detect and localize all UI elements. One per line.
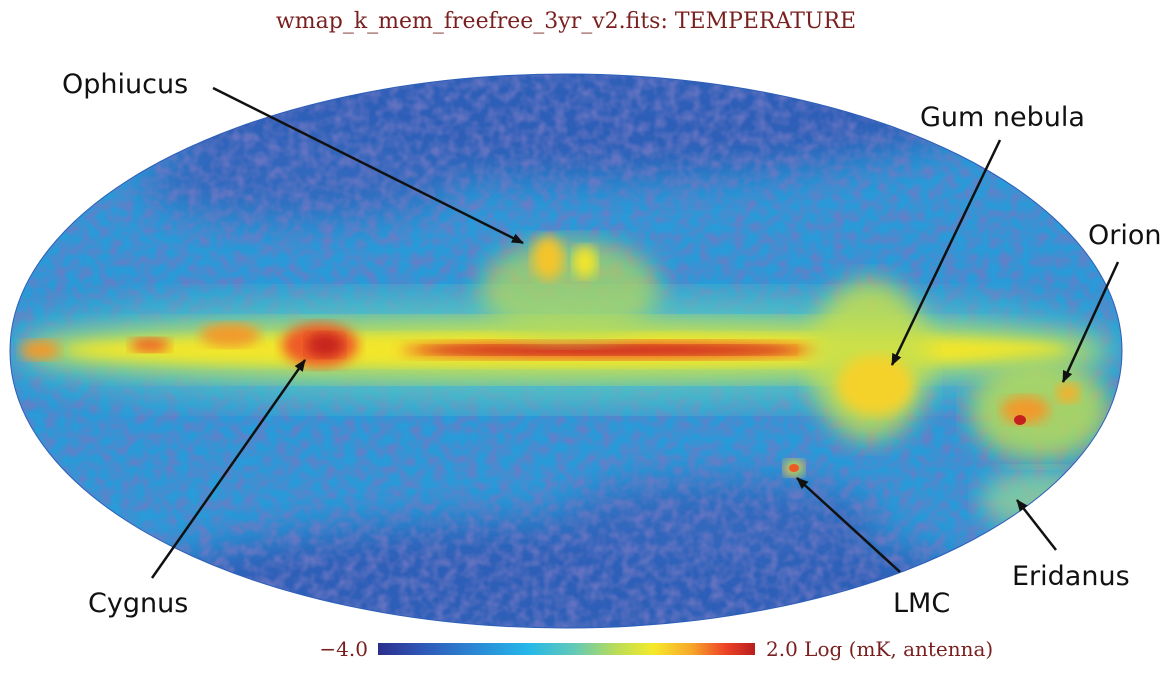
sky-map-outline	[9, 73, 1123, 629]
label-lmc: LMC	[893, 588, 950, 619]
colorbar: −4.0 2.0 Log (mK, antenna)	[319, 637, 993, 661]
arrow-gum-nebula	[890, 139, 1002, 366]
label-cygnus: Cygnus	[88, 588, 188, 619]
ophiucus-region	[480, 236, 660, 340]
colorbar-max-label: 2.0 Log (mK, antenna)	[766, 637, 993, 661]
sky-map	[10, 74, 1122, 628]
colorbar-gradient	[378, 643, 755, 655]
label-orion: Orion	[1088, 220, 1162, 251]
arrow-ophiucus	[212, 86, 524, 245]
colorbar-min-label: −4.0	[319, 637, 368, 661]
map-title: wmap_k_mem_freefree_3yr_v2.fits: TEMPERA…	[276, 9, 856, 34]
arrow-cygnus	[150, 359, 307, 579]
arrow-lmc	[796, 477, 901, 573]
gum-nebula-region	[810, 280, 930, 440]
arrow-orion	[1061, 261, 1120, 383]
label-eridanus: Eridanus	[1012, 561, 1130, 592]
label-ophiucus: Ophiucus	[62, 69, 188, 100]
lmc-region	[784, 460, 804, 476]
annotation-arrows	[150, 86, 1120, 579]
label-gum-nebula: Gum nebula	[920, 102, 1085, 133]
arrow-eridanus	[1016, 499, 1057, 551]
